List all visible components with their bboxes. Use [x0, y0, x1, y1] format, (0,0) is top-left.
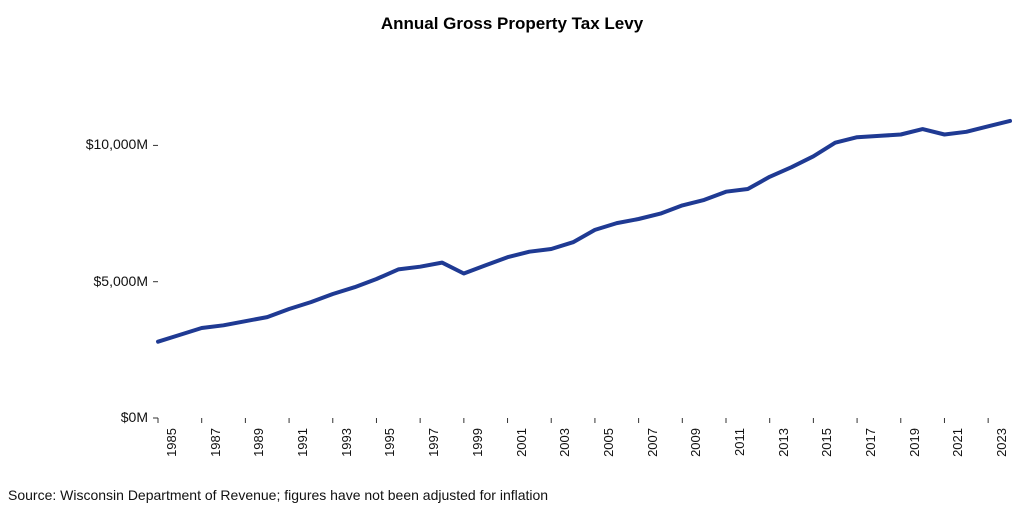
x-tick-label: 1995 [382, 428, 397, 468]
y-tick-label: $5,000M [28, 273, 148, 289]
x-tick-label: 2003 [557, 428, 572, 468]
x-tick-label: 2007 [645, 428, 660, 468]
x-tick-label: 2005 [601, 428, 616, 468]
x-tick-label: 2009 [688, 428, 703, 468]
x-tick-label: 2017 [863, 428, 878, 468]
x-tick-label: 1985 [164, 428, 179, 468]
x-tick-label: 1991 [295, 428, 310, 468]
x-tick-label: 1997 [426, 428, 441, 468]
x-tick-label: 2015 [819, 428, 834, 468]
x-tick-label: 2023 [994, 428, 1009, 468]
data-line [158, 121, 1010, 342]
chart-container: Annual Gross Property Tax Levy $0M$5,000… [0, 0, 1024, 513]
x-tick-label: 2001 [514, 428, 529, 468]
x-tick-label: 1993 [339, 428, 354, 468]
x-tick-label: 2011 [732, 428, 747, 468]
y-axis-ticks [153, 145, 158, 418]
source-note: Source: Wisconsin Department of Revenue;… [8, 487, 548, 503]
y-tick-label: $0M [28, 409, 148, 425]
y-tick-label: $10,000M [28, 136, 148, 152]
x-tick-label: 2019 [907, 428, 922, 468]
x-tick-label: 1987 [208, 428, 223, 468]
x-tick-label: 2021 [950, 428, 965, 468]
x-axis-ticks [158, 418, 988, 423]
x-tick-label: 1999 [470, 428, 485, 468]
x-tick-label: 1989 [251, 428, 266, 468]
x-tick-label: 2013 [776, 428, 791, 468]
